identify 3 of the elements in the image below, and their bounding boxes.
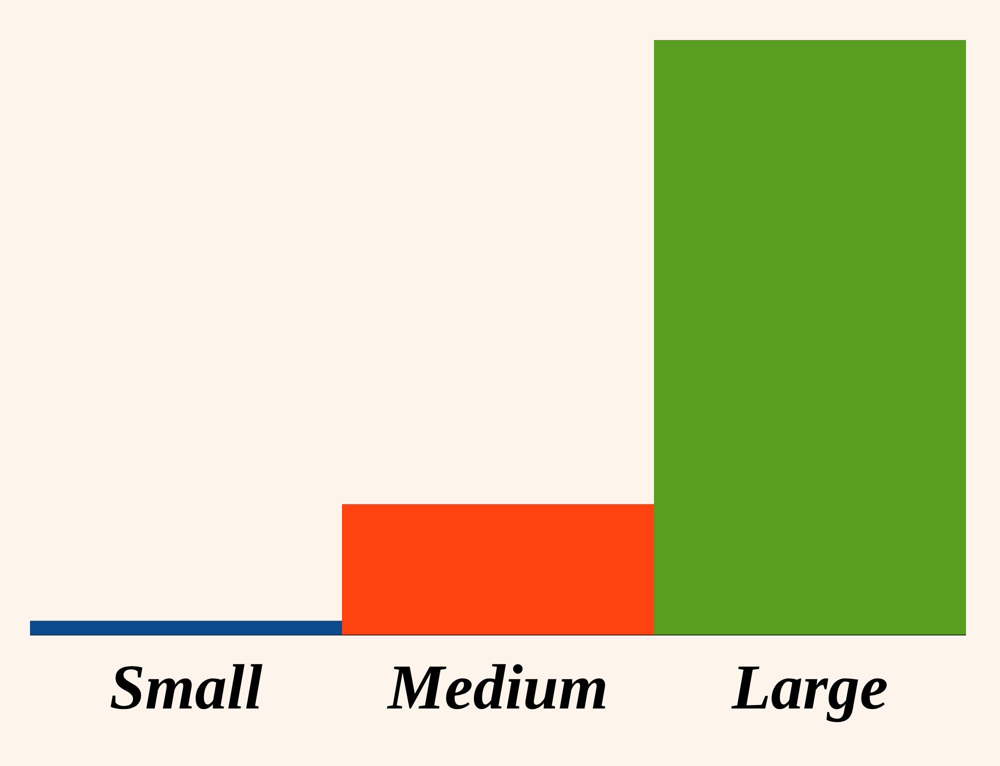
x-tick-label: Medium [386, 651, 608, 722]
x-tick-label: Small [110, 651, 263, 722]
x-tick-label: Large [730, 651, 888, 722]
